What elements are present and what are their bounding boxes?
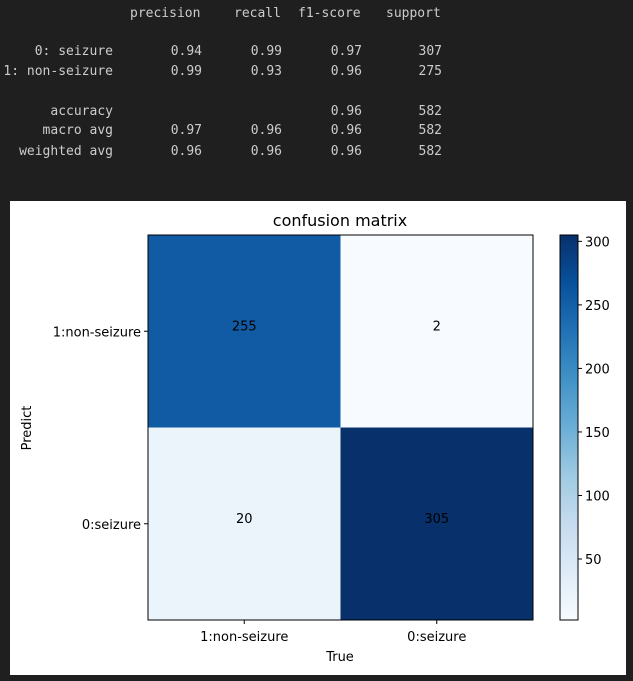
row-precision: 0.94	[170, 44, 202, 59]
row-support: 582	[418, 123, 442, 138]
colorbar-tick-label: 250	[585, 299, 610, 314]
cell-value-label: 255	[232, 319, 257, 334]
classification-report: precision recall f1-score support 0: sei…	[0, 0, 633, 195]
row-support: 582	[418, 144, 442, 159]
header-recall: recall	[234, 6, 281, 21]
cell-value-label: 20	[236, 512, 253, 527]
plot-frame	[147, 234, 534, 621]
row-label: 1: non-seizure	[3, 64, 113, 79]
y-tick-label: 0:seizure	[82, 518, 141, 533]
header-f1-score: f1-score	[298, 6, 361, 21]
confusion-matrix-chart: confusion matrix 255 2 20 305 1:non-seizure…	[20, 211, 610, 665]
row-f1: 0.97	[330, 44, 362, 59]
cell-value-label: 2	[433, 319, 441, 334]
chart-title: confusion matrix	[273, 211, 407, 230]
row-recall: 0.99	[250, 44, 282, 59]
row-support: 275	[418, 64, 442, 79]
row-f1: 0.96	[330, 64, 362, 79]
x-tick-label: 1:non-seizure	[200, 630, 288, 645]
confusion-matrix-figure: confusion matrix 255 2 20 305 1:non-seizure…	[10, 201, 626, 675]
colorbar	[559, 234, 579, 621]
y-axis-label: Predict	[20, 406, 35, 451]
row-support: 582	[418, 104, 442, 119]
x-axis-label: True	[325, 650, 354, 665]
colorbar-tick-label: 300	[585, 235, 610, 250]
row-label: weighted avg	[19, 144, 113, 159]
colorbar-tick-label: 200	[585, 362, 610, 377]
row-support: 307	[418, 44, 442, 59]
row-recall: 0.96	[250, 123, 282, 138]
row-precision: 0.99	[170, 64, 202, 79]
x-tick-label: 0:seizure	[407, 630, 466, 645]
colorbar-tick-label: 50	[585, 553, 602, 568]
row-f1: 0.96	[330, 123, 362, 138]
matrix-cell	[148, 235, 341, 428]
row-precision: 0.96	[170, 144, 202, 159]
matrix-cell	[340, 427, 533, 620]
row-f1: 0.96	[330, 144, 362, 159]
row-label: 0: seizure	[34, 44, 113, 59]
colorbar-tick-label: 100	[585, 489, 610, 504]
row-label: macro avg	[42, 123, 113, 138]
row-recall: 0.93	[250, 64, 282, 79]
matrix-cell	[148, 427, 341, 620]
row-recall: 0.96	[250, 144, 282, 159]
header-precision: precision	[130, 6, 201, 21]
row-label: accuracy	[50, 104, 113, 119]
row-f1: 0.96	[330, 104, 362, 119]
header-support: support	[386, 6, 441, 21]
matrix-cell	[340, 235, 533, 428]
row-precision: 0.97	[170, 123, 202, 138]
y-tick-label: 1:non-seizure	[53, 325, 141, 340]
colorbar-tick-label: 150	[585, 426, 610, 441]
cell-value-label: 305	[424, 512, 449, 527]
